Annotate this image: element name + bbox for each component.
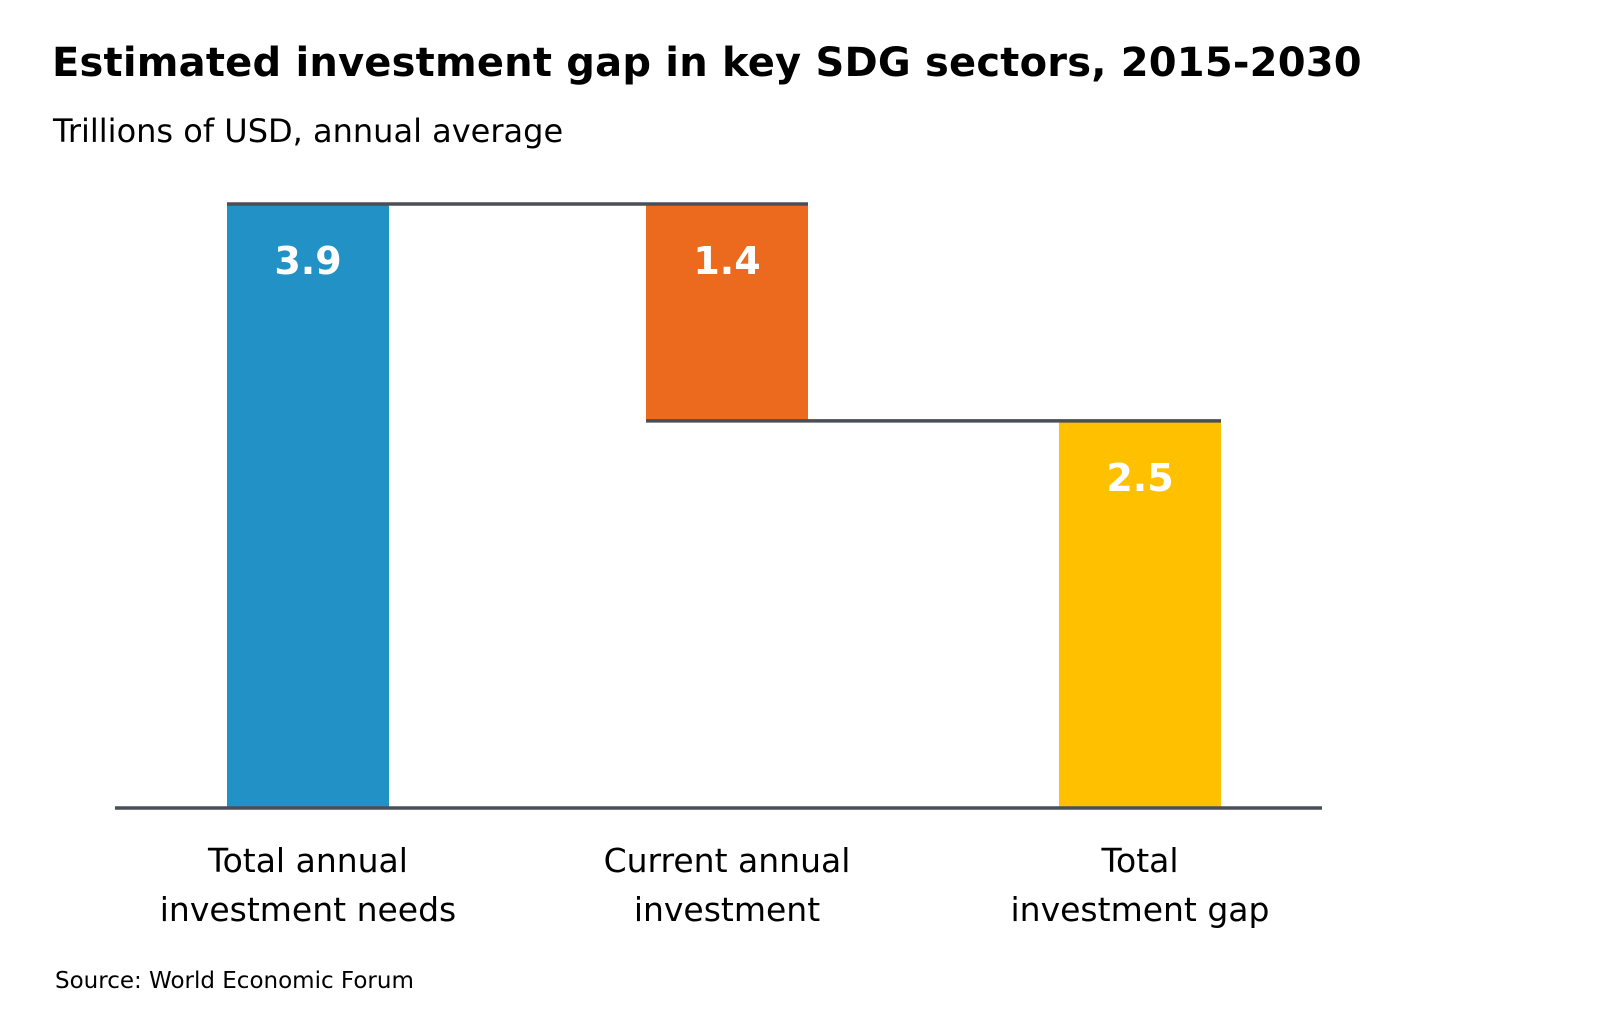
source-note: Source: World Economic Forum xyxy=(55,968,414,994)
value-label-current: 1.4 xyxy=(693,239,760,283)
category-label-needs-line1: Total annual xyxy=(207,841,408,880)
bar-needs xyxy=(227,204,389,808)
category-label-gap-line1: Total xyxy=(1100,841,1178,880)
category-label-current-line1: Current annual xyxy=(604,841,851,880)
value-label-gap: 2.5 xyxy=(1106,456,1173,500)
bar-gap xyxy=(1059,420,1221,808)
value-label-needs: 3.9 xyxy=(274,239,341,283)
chart-subtitle: Trillions of USD, annual average xyxy=(53,112,564,150)
category-label-current-line2: investment xyxy=(634,890,820,929)
category-label-needs-line2: investment needs xyxy=(160,890,457,929)
bar-current xyxy=(646,204,808,421)
chart-title: Estimated investment gap in key SDG sect… xyxy=(52,40,1362,86)
category-label-gap-line2: investment gap xyxy=(1011,890,1270,929)
